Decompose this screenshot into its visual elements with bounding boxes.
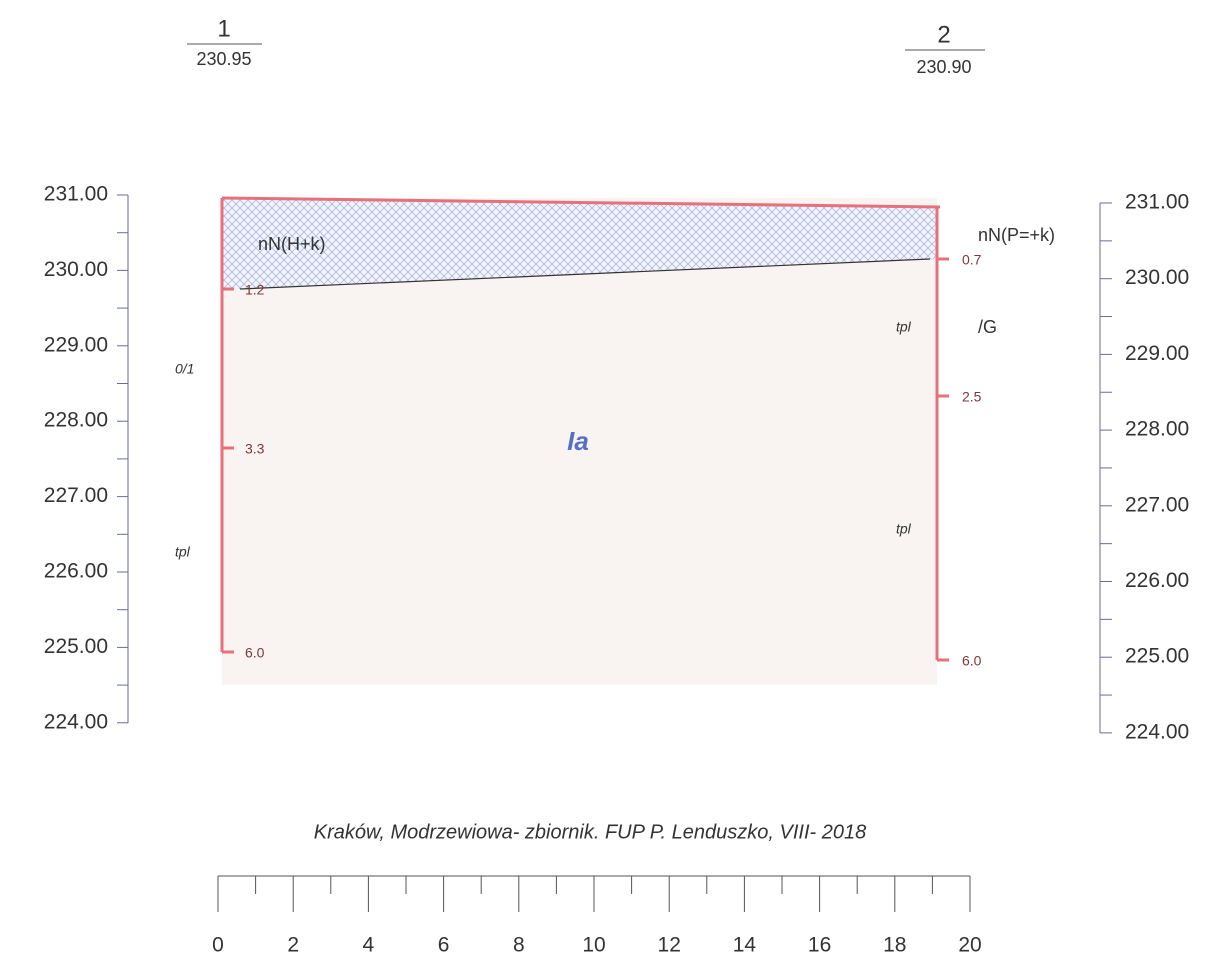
- caption: Kraków, Modrzewiowa- zbiornik. FUP P. Le…: [314, 821, 866, 843]
- axis-label: 229.00: [44, 333, 108, 356]
- axis-label: 225.00: [1125, 645, 1189, 668]
- layer-label: nN(P=+k): [978, 225, 1055, 245]
- axis-label: 226.00: [44, 560, 108, 583]
- scale-label: 20: [958, 934, 981, 957]
- axis-label: 224.00: [44, 710, 108, 733]
- scale-label: 14: [733, 934, 757, 957]
- depth-label: 3.3: [245, 441, 265, 457]
- depth-label: 0.7: [962, 252, 982, 268]
- axis-label: 226.00: [1125, 569, 1189, 592]
- axis-label: 227.00: [1125, 493, 1189, 516]
- water-label: /G: [978, 317, 997, 337]
- cross-section: 1230.952230.90231.00230.00229.00228.0022…: [0, 0, 1216, 962]
- axis-label: 230.00: [1125, 266, 1189, 289]
- depth-label: 6.0: [245, 645, 265, 661]
- borehole-number: 1: [217, 15, 230, 42]
- axis-label: 229.00: [1125, 342, 1189, 365]
- axis-label: 228.00: [1125, 418, 1189, 441]
- axis-label: 227.00: [44, 484, 108, 507]
- depth-label: 2.5: [962, 389, 982, 405]
- axis-label: 231.00: [44, 183, 108, 206]
- axis-label: 231.00: [1125, 191, 1189, 214]
- borehole-elevation: 230.90: [916, 57, 971, 77]
- depth-label: 6.0: [962, 653, 982, 669]
- borehole-elevation: 230.95: [196, 49, 251, 69]
- layer-label: Ia: [567, 426, 589, 456]
- axis-label: 230.00: [44, 258, 108, 281]
- scale-label: 18: [883, 934, 906, 957]
- depth-label: 1.2: [245, 282, 265, 298]
- state-label: tpl: [175, 544, 191, 560]
- scale-label: 6: [438, 934, 450, 957]
- scale-label: 8: [513, 934, 525, 957]
- state-label: 0/1: [175, 361, 194, 377]
- scale-label: 12: [658, 934, 681, 957]
- scale-label: 16: [808, 934, 831, 957]
- state-label: tpl: [896, 521, 912, 537]
- layer-label: nN(H+k): [258, 234, 326, 254]
- scale-label: 2: [287, 934, 299, 957]
- scale-label: 10: [582, 934, 605, 957]
- axis-label: 228.00: [44, 409, 108, 432]
- state-label: tpl: [896, 319, 912, 335]
- scale-label: 0: [212, 934, 224, 957]
- borehole-number: 2: [937, 21, 950, 48]
- axis-label: 224.00: [1125, 720, 1189, 743]
- axis-label: 225.00: [44, 635, 108, 658]
- scale-label: 4: [363, 934, 375, 957]
